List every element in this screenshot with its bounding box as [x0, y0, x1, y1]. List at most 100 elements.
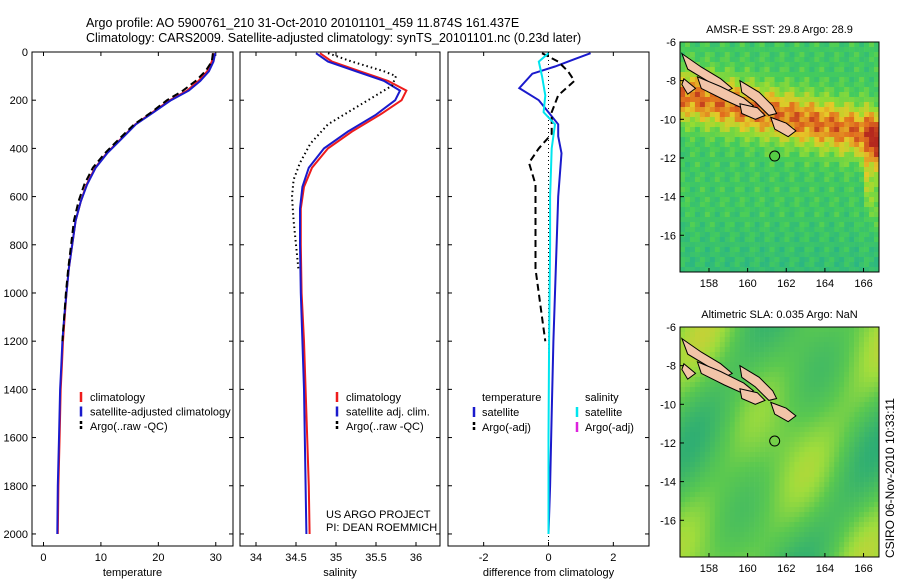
- sst-grid-cell: [714, 202, 721, 208]
- sla-grid-cell: [819, 407, 825, 413]
- sst-grid-cell: [729, 47, 736, 53]
- sla-grid-cell: [859, 447, 865, 453]
- sla-grid-cell: [869, 337, 875, 343]
- sla-grid-cell: [680, 452, 686, 458]
- sla-grid-cell: [799, 462, 805, 468]
- sla-grid-cell: [709, 462, 716, 468]
- sla-grid-cell: [714, 467, 721, 473]
- sla-grid-cell: [819, 367, 825, 373]
- sst-grid-cell: [819, 117, 825, 123]
- sla-grid-cell: [814, 542, 820, 548]
- sla-grid-cell: [849, 337, 855, 343]
- sst-grid-cell: [809, 197, 815, 203]
- sst-grid-cell: [794, 257, 800, 263]
- sst-grid-cell: [804, 117, 810, 123]
- sst-grid-cell: [789, 47, 795, 53]
- sst-grid-cell: [749, 172, 755, 178]
- sla-grid-cell: [714, 472, 721, 478]
- sst-grid-cell: [829, 197, 835, 203]
- sst-grid-cell: [809, 232, 815, 238]
- sst-grid-cell: [709, 197, 716, 203]
- sst-grid-cell: [874, 52, 880, 58]
- sla-grid-cell: [859, 407, 865, 413]
- sst-grid-cell: [869, 127, 875, 133]
- sla-grid-cell: [744, 422, 750, 428]
- sst-grid-cell: [824, 217, 830, 223]
- sst-grid-cell: [704, 267, 711, 273]
- sst-grid-cell: [684, 192, 691, 198]
- sla-grid-cell: [680, 502, 686, 508]
- sst-grid-cell: [719, 122, 726, 128]
- sla-grid-cell: [779, 397, 785, 403]
- sst-grid-cell: [734, 87, 740, 93]
- sla-grid-cell: [799, 367, 805, 373]
- sla-grid-cell: [874, 512, 880, 518]
- sla-grid-cell: [719, 532, 726, 538]
- sst-grid-cell: [759, 237, 765, 243]
- sla-grid-cell: [774, 487, 780, 493]
- sst-grid-cell: [719, 157, 726, 163]
- sst-grid-cell: [729, 207, 736, 213]
- sst-grid-cell: [739, 157, 745, 163]
- sla-grid-cell: [689, 442, 696, 448]
- sst-grid-cell: [799, 102, 805, 108]
- sst-grid-cell: [834, 102, 840, 108]
- sst-grid-cell: [704, 92, 711, 98]
- sla-grid-cell: [704, 402, 711, 408]
- sst-grid-cell: [724, 112, 731, 118]
- sst-grid-cell: [864, 162, 870, 168]
- sst-grid-cell: [784, 112, 790, 118]
- sst-grid-cell: [764, 127, 770, 133]
- sla-grid-cell: [694, 442, 701, 448]
- depth-tick-label: 1200: [4, 336, 28, 348]
- sst-grid-cell: [814, 257, 820, 263]
- sla-grid-cell: [854, 527, 860, 533]
- sla-grid-cell: [744, 457, 750, 463]
- sla-grid-cell: [709, 542, 716, 548]
- sla-grid-cell: [834, 467, 840, 473]
- sla-grid-cell: [839, 407, 845, 413]
- sst-grid-cell: [804, 207, 810, 213]
- sst-grid-cell: [844, 222, 850, 228]
- sla-grid-cell: [869, 397, 875, 403]
- sla-grid-cell: [724, 497, 731, 503]
- sst-grid-cell: [819, 197, 825, 203]
- sst-grid-cell: [744, 67, 750, 73]
- sst-grid-cell: [719, 247, 726, 253]
- sla-lat-label: -12: [660, 438, 676, 450]
- sst-grid-cell: [694, 197, 701, 203]
- sla-grid-cell: [794, 542, 800, 548]
- sla-grid-cell: [680, 377, 686, 383]
- sst-grid-cell: [709, 137, 716, 143]
- sst-grid-cell: [744, 187, 750, 193]
- sla-grid-cell: [794, 547, 800, 553]
- sla-grid-cell: [839, 437, 845, 443]
- sst-grid-cell: [754, 227, 760, 233]
- sst-grid-cell: [819, 237, 825, 243]
- sla-grid-cell: [734, 327, 740, 333]
- sst-grid-cell: [724, 227, 731, 233]
- sst-grid-cell: [729, 52, 736, 58]
- sla-grid-cell: [789, 492, 795, 498]
- sla-grid-cell: [869, 487, 875, 493]
- sla-grid-cell: [834, 342, 840, 348]
- sla-grid-cell: [714, 407, 721, 413]
- sla-grid-cell: [824, 352, 830, 358]
- sla-grid-cell: [764, 552, 770, 558]
- sla-grid-cell: [724, 522, 731, 528]
- sst-grid-cell: [854, 82, 860, 88]
- sst-grid-cell: [680, 232, 686, 238]
- sst-grid-cell: [859, 127, 865, 133]
- sst-grid-cell: [729, 182, 736, 188]
- sla-grid-cell: [789, 337, 795, 343]
- island-outline: [681, 77, 697, 95]
- sla-grid-cell: [744, 362, 750, 368]
- sst-grid-cell: [689, 72, 696, 78]
- sla-grid-cell: [709, 552, 716, 558]
- sst-grid-cell: [764, 157, 770, 163]
- sla-grid-cell: [779, 387, 785, 393]
- sla-grid-cell: [829, 337, 835, 343]
- sst-grid-cell: [794, 132, 800, 138]
- sla-grid-cell: [764, 362, 770, 368]
- sla-grid-cell: [680, 497, 686, 503]
